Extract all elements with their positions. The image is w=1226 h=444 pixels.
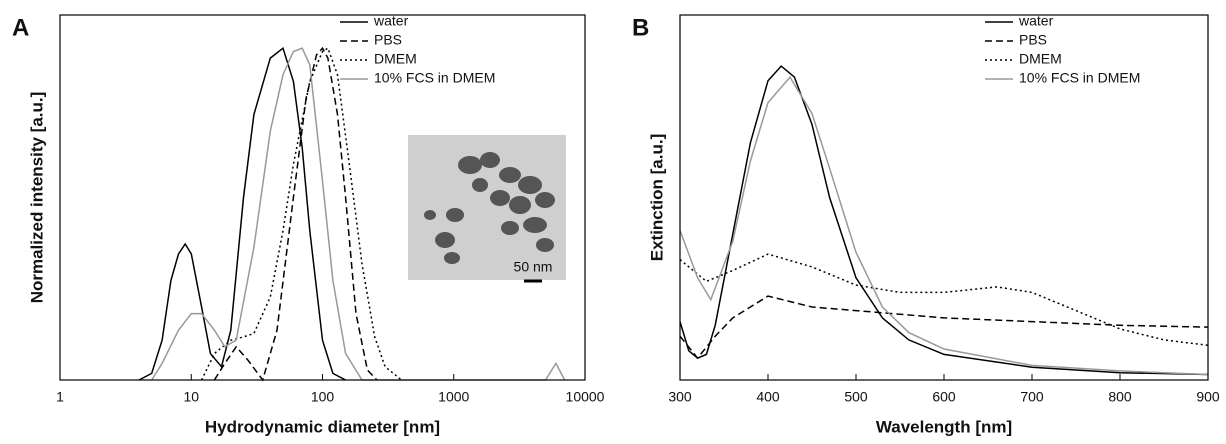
- x-axis-label: Hydrodynamic diameter [nm]: [205, 417, 440, 436]
- plot-frame: [679, 14, 1209, 381]
- legend-label: DMEM: [374, 51, 417, 67]
- series-line: [679, 75, 1209, 376]
- tem-inset: 50 nm: [408, 135, 566, 283]
- series-line: [200, 47, 402, 381]
- x-tick-label: 500: [844, 389, 868, 405]
- x-tick-label: 700: [1020, 389, 1044, 405]
- x-tick-label: 10: [183, 389, 199, 405]
- series-line: [138, 46, 346, 381]
- x-tick-label: 100: [311, 389, 335, 405]
- x-tick-label: 1000: [438, 389, 469, 405]
- legend-label: water: [373, 13, 409, 29]
- panel-label: A: [12, 14, 29, 41]
- y-axis-label: Normalized intensity [a.u.]: [27, 92, 46, 304]
- legend-label: DMEM: [1019, 51, 1062, 67]
- legend-label: PBS: [1019, 32, 1047, 48]
- x-tick-label: 600: [932, 389, 956, 405]
- x-tick-label: 800: [1108, 389, 1132, 405]
- x-tick-label: 1: [56, 389, 64, 405]
- inset-label: 50 nm: [514, 259, 553, 275]
- legend-label: water: [1018, 13, 1054, 29]
- x-tick-label: 300: [668, 389, 692, 405]
- x-axis-label: Wavelength [nm]: [876, 417, 1012, 436]
- x-tick-label: 900: [1196, 389, 1220, 405]
- y-axis-label: Extinction [a.u.]: [647, 134, 666, 262]
- series-line: [679, 295, 1209, 360]
- series-line: [679, 65, 1209, 376]
- particles: [424, 152, 555, 264]
- legend-label: 10% FCS in DMEM: [374, 70, 495, 86]
- panel-label: B: [632, 14, 649, 41]
- legend-label: PBS: [374, 32, 402, 48]
- series-line: [679, 253, 1209, 347]
- x-tick-label: 400: [756, 389, 780, 405]
- plot-frame: [59, 14, 586, 381]
- legend-label: 10% FCS in DMEM: [1019, 70, 1140, 86]
- x-tick-label: 10000: [566, 389, 605, 405]
